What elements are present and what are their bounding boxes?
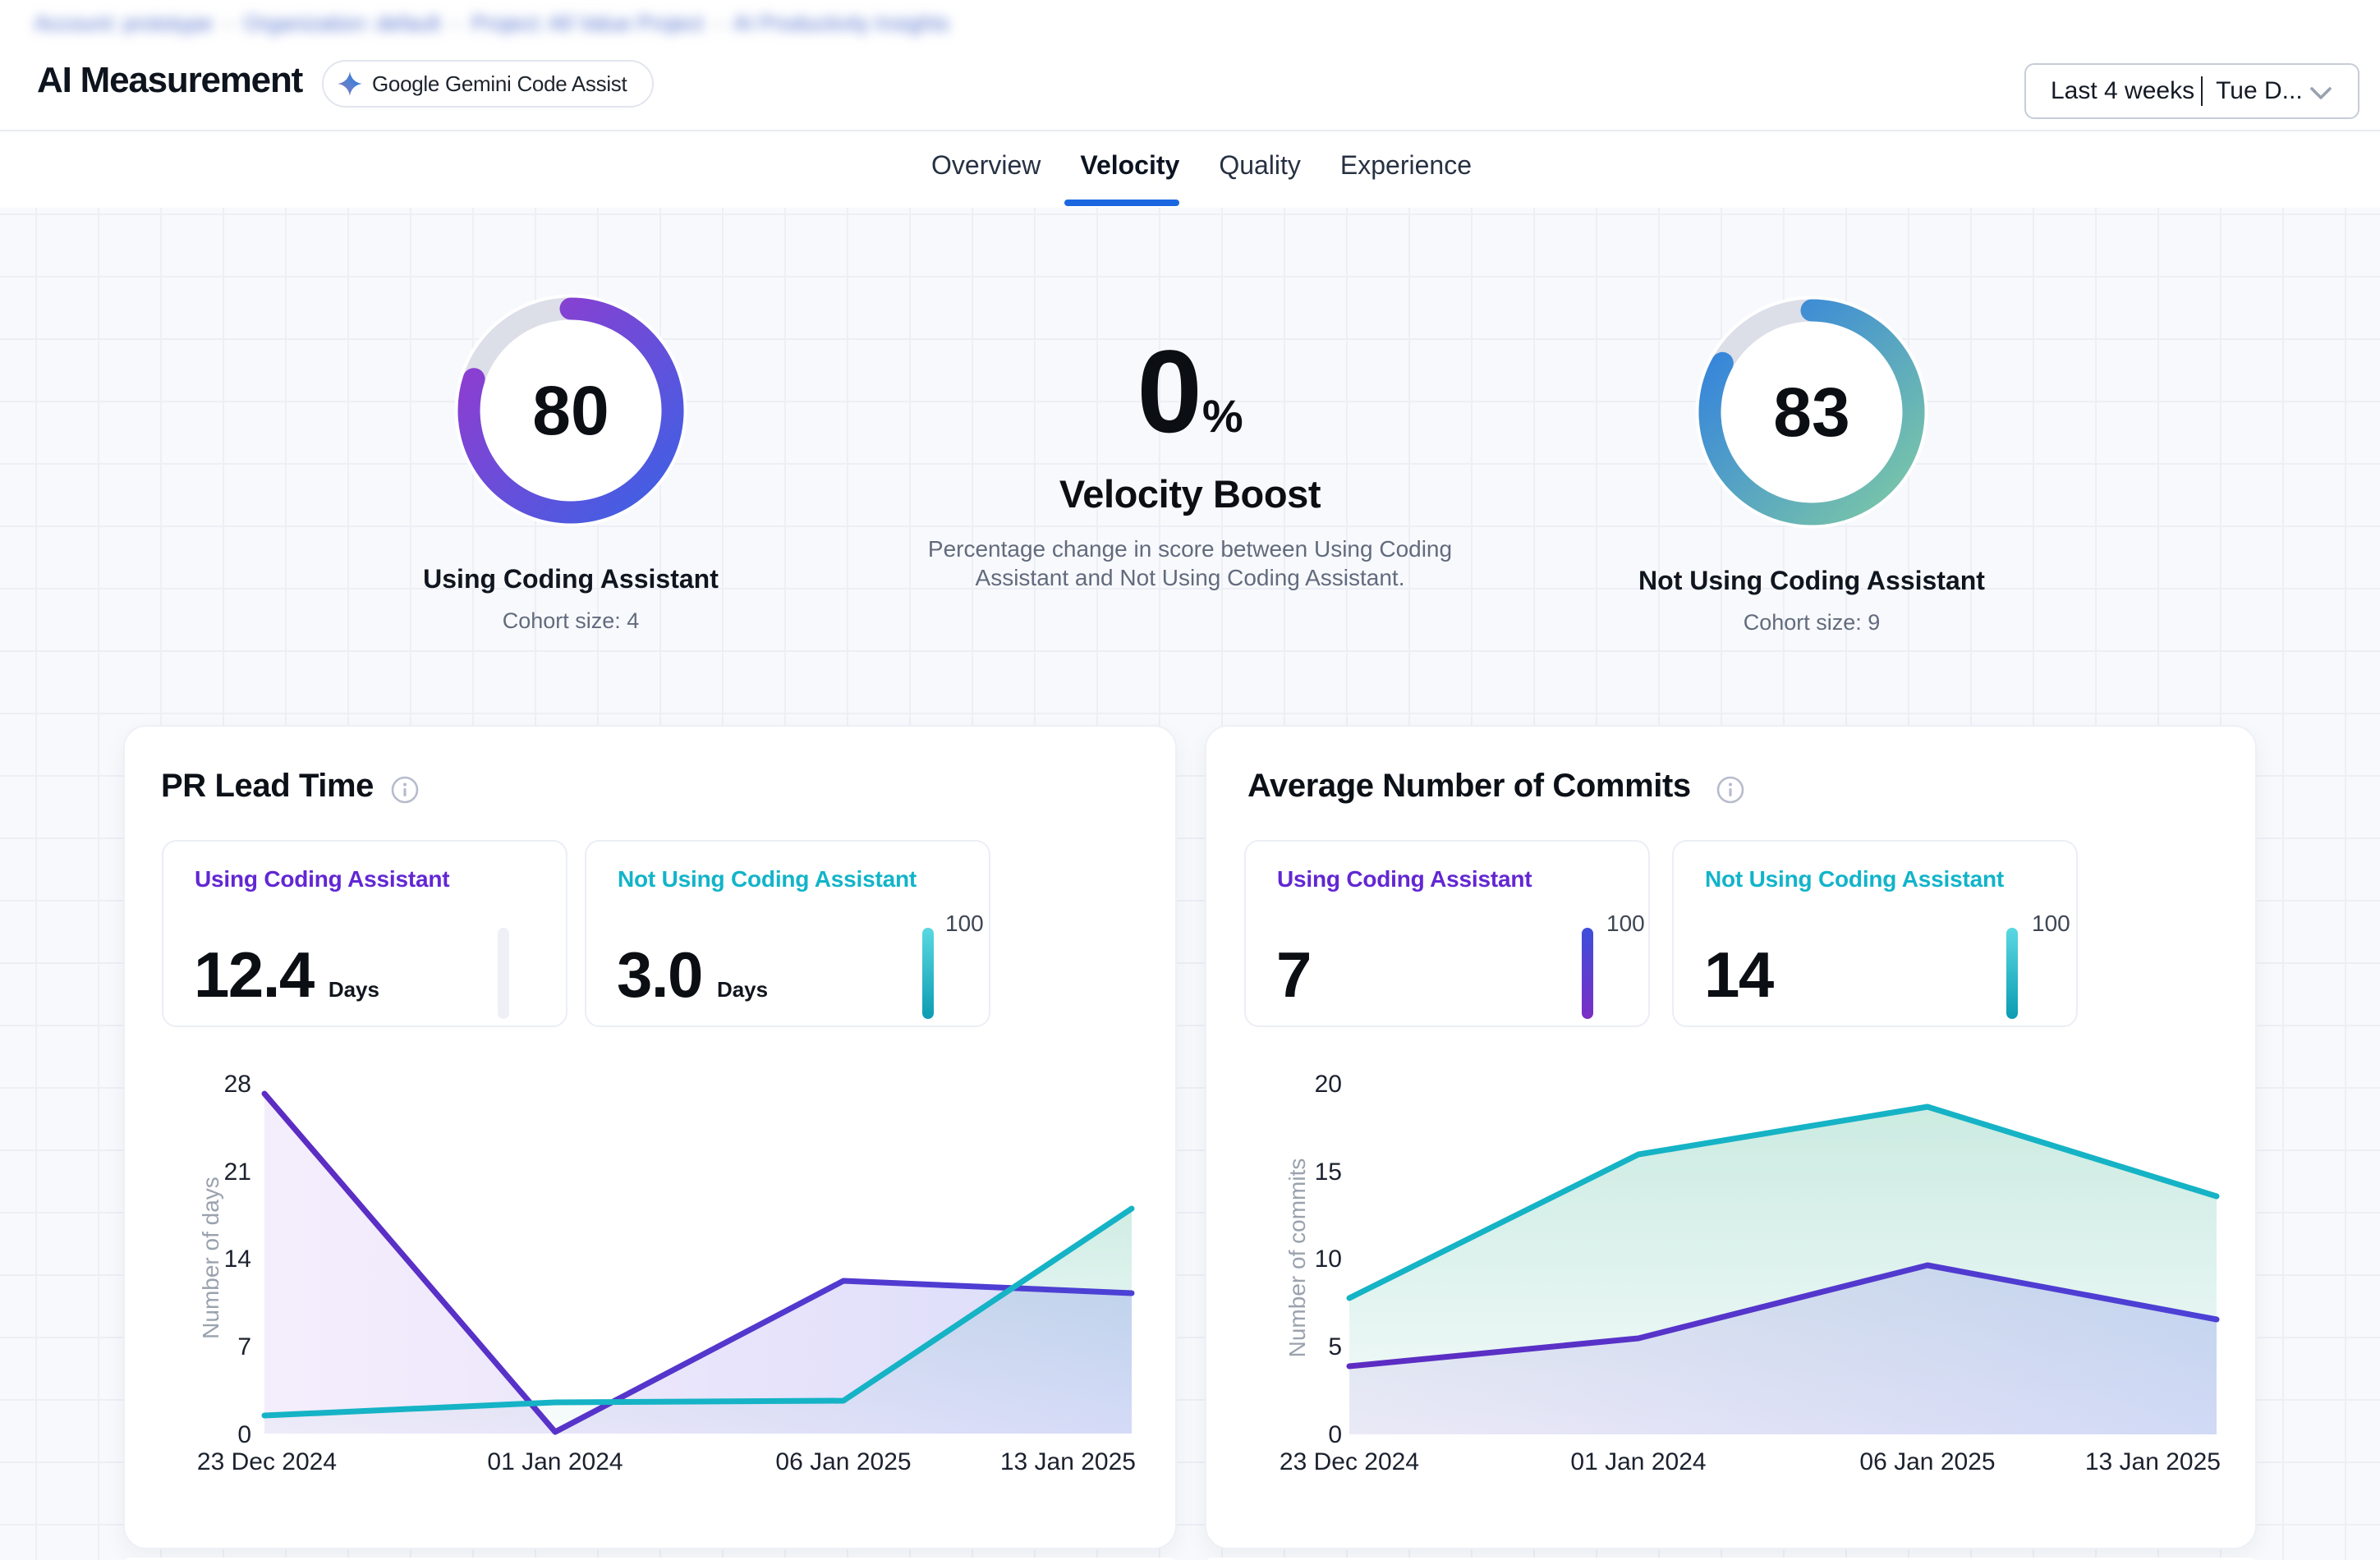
svg-text:7: 7	[237, 1333, 251, 1360]
svg-text:06 Jan 2025: 06 Jan 2025	[1859, 1448, 1995, 1475]
svg-text:13 Jan 2025: 13 Jan 2025	[2085, 1448, 2221, 1475]
svg-text:15: 15	[1315, 1159, 1342, 1186]
svg-text:5: 5	[1328, 1333, 1342, 1360]
svg-text:23 Dec 2024: 23 Dec 2024	[197, 1448, 337, 1475]
svg-text:Number of days: Number of days	[198, 1177, 223, 1339]
svg-text:23 Dec 2024: 23 Dec 2024	[1280, 1448, 1419, 1475]
svg-text:14: 14	[224, 1246, 251, 1273]
svg-text:13 Jan 2025: 13 Jan 2025	[1000, 1448, 1136, 1475]
svg-text:28: 28	[224, 1071, 251, 1098]
svg-text:0: 0	[1328, 1421, 1342, 1448]
svg-text:20: 20	[1315, 1071, 1342, 1098]
svg-text:01 Jan 2024: 01 Jan 2024	[1570, 1448, 1706, 1475]
svg-text:Number of commits: Number of commits	[1284, 1159, 1310, 1358]
svg-text:01 Jan 2024: 01 Jan 2024	[487, 1448, 623, 1475]
svg-text:10: 10	[1315, 1246, 1342, 1273]
svg-text:0: 0	[237, 1421, 251, 1448]
svg-text:06 Jan 2025: 06 Jan 2025	[775, 1448, 911, 1475]
svg-text:21: 21	[224, 1159, 251, 1186]
